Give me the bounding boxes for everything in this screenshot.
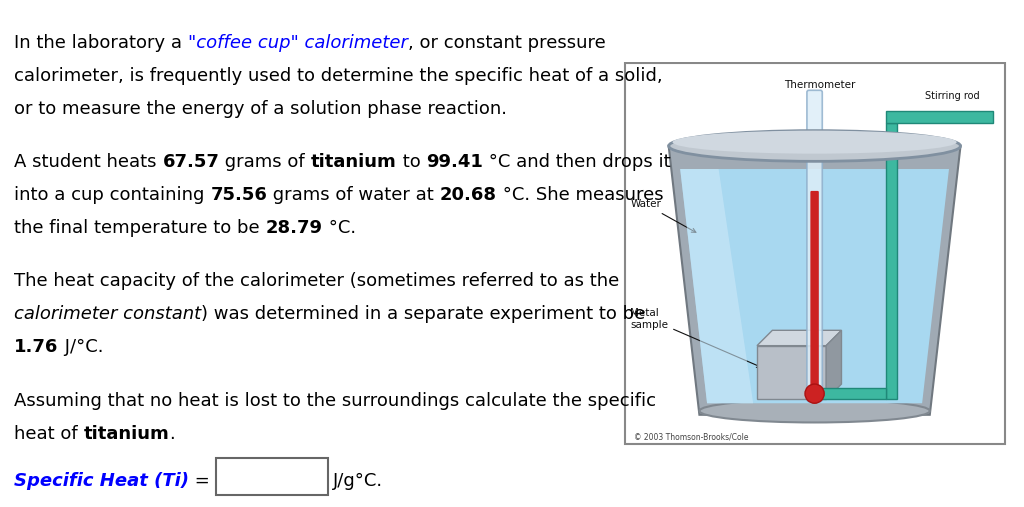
Text: °C and then drops it: °C and then drops it bbox=[483, 153, 671, 171]
FancyBboxPatch shape bbox=[815, 388, 886, 400]
Polygon shape bbox=[757, 330, 842, 346]
Text: 99.41: 99.41 bbox=[426, 153, 483, 171]
Text: Specific Heat (Ti): Specific Heat (Ti) bbox=[14, 472, 189, 490]
FancyBboxPatch shape bbox=[757, 346, 826, 400]
Text: 28.79: 28.79 bbox=[265, 219, 323, 237]
Text: into a cup containing: into a cup containing bbox=[14, 186, 211, 204]
Text: In the laboratory a: In the laboratory a bbox=[14, 34, 188, 52]
Text: grams of: grams of bbox=[219, 153, 311, 171]
Text: , or constant pressure: , or constant pressure bbox=[408, 34, 606, 52]
Text: titanium: titanium bbox=[84, 424, 169, 443]
Text: the final temperature to be: the final temperature to be bbox=[14, 219, 265, 237]
Polygon shape bbox=[669, 146, 961, 415]
Text: =: = bbox=[189, 472, 216, 490]
Text: Water: Water bbox=[630, 199, 696, 232]
FancyBboxPatch shape bbox=[886, 112, 993, 123]
Text: 75.56: 75.56 bbox=[211, 186, 267, 204]
Ellipse shape bbox=[673, 131, 956, 154]
Text: 67.57: 67.57 bbox=[163, 153, 219, 171]
Text: Assuming that no heat is lost to the surroundings calculate the specific: Assuming that no heat is lost to the sur… bbox=[14, 391, 656, 410]
Text: °C.: °C. bbox=[323, 219, 355, 237]
Polygon shape bbox=[680, 169, 754, 403]
Text: calorimeter, is frequently used to determine the specific heat of a solid,: calorimeter, is frequently used to deter… bbox=[14, 67, 663, 85]
Text: Metal
sample: Metal sample bbox=[630, 308, 761, 368]
Text: 1.76: 1.76 bbox=[14, 338, 58, 356]
Text: or to measure the energy of a solution phase reaction.: or to measure the energy of a solution p… bbox=[14, 100, 507, 118]
FancyBboxPatch shape bbox=[886, 123, 897, 400]
Text: "coffee cup" calorimeter: "coffee cup" calorimeter bbox=[188, 34, 408, 52]
FancyBboxPatch shape bbox=[625, 63, 1005, 444]
Text: to: to bbox=[396, 153, 426, 171]
Text: °C. She measures: °C. She measures bbox=[497, 186, 664, 204]
Ellipse shape bbox=[699, 400, 930, 422]
Text: The heat capacity of the calorimeter (sometimes referred to as the: The heat capacity of the calorimeter (so… bbox=[14, 272, 620, 291]
Text: 20.68: 20.68 bbox=[440, 186, 497, 204]
Text: J/°C.: J/°C. bbox=[58, 338, 103, 356]
Text: ) was determined in a separate experiment to be: ) was determined in a separate experimen… bbox=[202, 305, 646, 323]
Circle shape bbox=[805, 384, 824, 403]
Text: J/g°C.: J/g°C. bbox=[333, 472, 383, 490]
Text: A student heats: A student heats bbox=[14, 153, 163, 171]
Text: .: . bbox=[169, 424, 175, 443]
FancyBboxPatch shape bbox=[807, 90, 822, 402]
Ellipse shape bbox=[669, 131, 961, 161]
Polygon shape bbox=[680, 169, 949, 403]
Text: grams of water at: grams of water at bbox=[267, 186, 440, 204]
Polygon shape bbox=[826, 330, 842, 400]
Text: calorimeter constant: calorimeter constant bbox=[14, 305, 202, 323]
Text: Thermometer: Thermometer bbox=[784, 80, 855, 90]
Text: © 2003 Thomson-Brooks/Cole: © 2003 Thomson-Brooks/Cole bbox=[634, 433, 749, 442]
Text: Stirring rod: Stirring rod bbox=[925, 91, 980, 101]
Text: titanium: titanium bbox=[311, 153, 396, 171]
Text: heat of: heat of bbox=[14, 424, 84, 443]
FancyBboxPatch shape bbox=[810, 191, 819, 393]
